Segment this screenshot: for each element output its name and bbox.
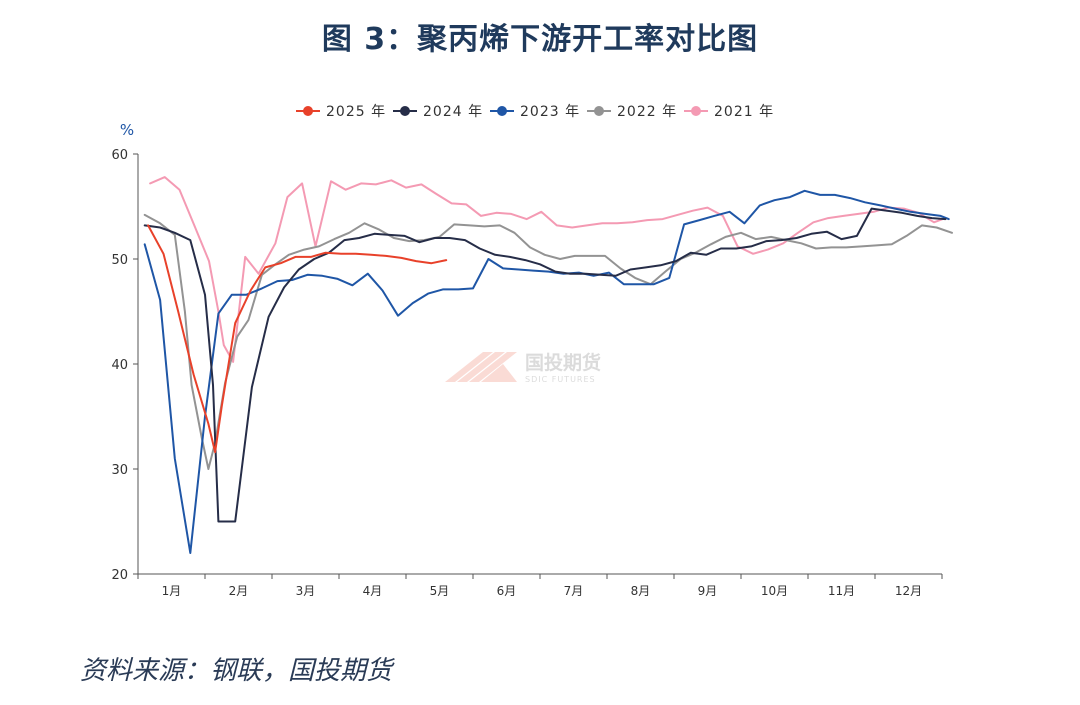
x-tick-label: 2月 bbox=[229, 584, 249, 598]
source-note: 资料来源：钢联，国投期货 bbox=[80, 656, 393, 686]
x-tick-label: 11月 bbox=[828, 584, 855, 598]
y-tick-label: 50 bbox=[111, 253, 128, 268]
x-tick-label: 1月 bbox=[162, 584, 182, 598]
x-tick-label: 9月 bbox=[698, 584, 718, 598]
x-tick-label: 8月 bbox=[631, 584, 651, 598]
watermark-logo: 国投期货 SDIC FUTURES bbox=[445, 351, 601, 384]
legend-label: 2021 年 bbox=[714, 104, 774, 120]
series-layer bbox=[143, 176, 953, 554]
legend-marker bbox=[691, 106, 701, 116]
x-tick-label: 7月 bbox=[564, 584, 584, 598]
legend-label: 2023 年 bbox=[520, 104, 580, 120]
legend-label: 2022 年 bbox=[617, 104, 677, 120]
x-tick-label: 10月 bbox=[761, 584, 788, 598]
y-axis-label: % bbox=[120, 121, 134, 139]
watermark-name: 国投期货 bbox=[525, 351, 601, 374]
x-tick-label: 5月 bbox=[430, 584, 450, 598]
legend-marker bbox=[400, 106, 410, 116]
y-tick-label: 60 bbox=[111, 148, 128, 163]
watermark-sub: SDIC FUTURES bbox=[525, 375, 596, 384]
legend-label: 2025 年 bbox=[326, 104, 386, 120]
y-tick-label: 20 bbox=[111, 568, 128, 583]
series-line bbox=[149, 176, 947, 363]
series-line bbox=[147, 224, 448, 454]
x-tick-label: 12月 bbox=[895, 584, 922, 598]
series-line bbox=[143, 189, 950, 554]
legend-marker bbox=[497, 106, 507, 116]
x-tick-label: 4月 bbox=[363, 584, 383, 598]
series-line bbox=[143, 213, 953, 470]
y-tick-label: 40 bbox=[111, 358, 128, 373]
legend-marker bbox=[303, 106, 313, 116]
figure-title: 图 3：聚丙烯下游开工率对比图 bbox=[321, 22, 759, 57]
x-tick-label: 6月 bbox=[497, 584, 517, 598]
chart-axes: % 20 30 40 50 60 1月 2月 3月 4月 5月 6月 7月 8月 9月 10月 11月 12月 bbox=[111, 121, 943, 598]
y-tick-label: 30 bbox=[111, 463, 128, 478]
legend-label: 2024 年 bbox=[423, 104, 483, 120]
chart-legend: 2025 年 2024 年 2023 年 2022 年 2021 年 bbox=[296, 104, 774, 120]
x-tick-label: 3月 bbox=[296, 584, 316, 598]
series-line bbox=[143, 207, 947, 523]
legend-marker bbox=[594, 106, 604, 116]
